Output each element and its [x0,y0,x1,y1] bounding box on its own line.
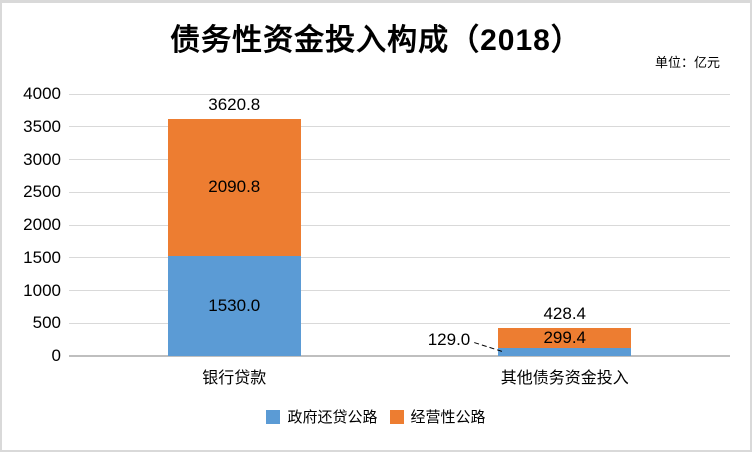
gridline [69,322,730,324]
y-axis-tick-label: 500 [32,313,61,333]
gridline [69,257,730,259]
y-axis-tick-label: 2500 [23,182,61,202]
legend-item-gov-repay: 政府还贷公路 [266,406,378,427]
plot-area: 0 500 1000 1500 2000 2500 3000 3500 4000 1530.0 20… [2,3,750,450]
y-axis-tick-label: 2000 [23,215,61,234]
total-label: 428.4 [543,303,587,323]
legend-label: 政府还贷公路 [287,409,378,426]
gridline [69,224,730,226]
y-axis-tick-label: 3000 [23,149,61,169]
x-axis-category-label: 其他债务资金投入 [500,370,629,387]
y-axis-tick-label: 0 [51,346,61,365]
y-axis-tick-label: 4000 [23,84,61,103]
gridline [69,93,730,95]
legend-swatch-icon [266,409,281,424]
y-axis-tick-label: 1000 [23,280,61,300]
data-label: 2090.8 [208,177,261,197]
bar-segment-gov-repay [498,347,632,356]
total-label: 3620.8 [208,94,261,114]
data-label: 1530.0 [208,295,261,315]
y-axis-tick-label: 3500 [23,116,61,136]
gridline [69,191,730,193]
data-label: 299.4 [543,327,587,347]
x-axis-category-label: 银行贷款 [202,370,267,387]
legend-swatch-icon [389,409,404,424]
bar-segment-gov-repay [167,255,301,356]
legend: 政府还贷公路 经营性公路 [2,406,750,427]
chart-title: 债务性资金投入构成（2018） [170,24,582,57]
gridline [69,126,730,128]
bar-segment-operating [498,327,632,348]
bar-segment-operating [167,118,301,256]
data-label-callout: 129.0 [427,329,471,349]
unit-label: 单位：亿元 [654,55,720,70]
gridline [69,159,730,160]
x-axis-baseline [69,355,730,357]
legend-label: 经营性公路 [410,409,486,426]
legend-item-operating: 经营性公路 [389,406,486,427]
y-axis-tick-label: 1500 [23,247,61,267]
gridline [69,290,730,291]
